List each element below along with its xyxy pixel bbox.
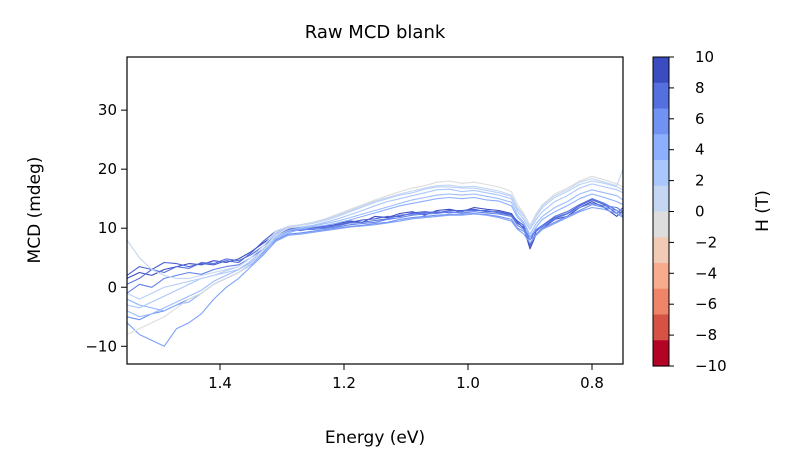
- y-tick-label: 30: [98, 101, 117, 119]
- colorbar-swatch: [653, 211, 669, 238]
- y-tick-label: 20: [98, 160, 117, 178]
- colorbar-tick-label: 0: [695, 203, 705, 221]
- chart-title: Raw MCD blank: [305, 22, 446, 43]
- x-axis-ticks: 1.4 1.2 1.0 0.8: [208, 364, 604, 392]
- y-axis-ticks: −10 0 10 20 30: [85, 101, 127, 355]
- colorbar-swatch: [653, 340, 669, 367]
- colorbar-tick-label: 10: [695, 48, 714, 66]
- colorbar: [652, 56, 670, 367]
- colorbar-tick-label: −6: [695, 295, 717, 313]
- series-line-2: [126, 198, 624, 285]
- series-line-11: [126, 169, 624, 279]
- x-tick-label: 0.8: [580, 374, 604, 392]
- colorbar-tick-label: −8: [695, 326, 717, 344]
- colorbar-swatch: [653, 314, 669, 341]
- colorbar-tick-label: −10: [695, 357, 727, 375]
- plot-frame: [126, 56, 624, 365]
- series-line-10: [126, 175, 624, 335]
- y-tick-label: −10: [85, 337, 117, 355]
- colorbar-swatch: [653, 263, 669, 290]
- y-tick-label: 0: [107, 278, 117, 296]
- colorbar-swatch: [653, 288, 669, 316]
- colorbar-tick-label: 2: [695, 172, 705, 190]
- colorbar-tick-label: 4: [695, 141, 705, 159]
- series-line-9: [126, 180, 624, 300]
- series-line-5: [126, 206, 624, 347]
- plot-lines: [126, 169, 624, 347]
- colorbar-swatch: [653, 108, 669, 135]
- colorbar-swatch: [653, 57, 669, 84]
- series-line-7: [126, 189, 624, 318]
- colorbar-tick-label: 6: [695, 110, 705, 128]
- colorbar-tick-label: −2: [695, 233, 717, 251]
- colorbar-swatch: [653, 185, 669, 213]
- colorbar-swatch: [653, 82, 669, 110]
- x-tick-label: 1.4: [208, 374, 232, 392]
- series-line-1: [126, 199, 624, 276]
- x-tick-label: 1.2: [332, 374, 356, 392]
- x-axis-label: Energy (eV): [325, 428, 425, 448]
- y-tick-label: 10: [98, 219, 117, 237]
- colorbar-tick-label: −4: [695, 264, 717, 282]
- colorbar-swatch: [653, 160, 669, 187]
- series-line-3: [126, 202, 624, 294]
- x-tick-label: 1.0: [456, 374, 480, 392]
- colorbar-swatch: [653, 237, 669, 264]
- colorbar-swatch: [653, 134, 669, 161]
- y-axis-label: MCD (mdeg): [25, 157, 45, 264]
- colorbar-label: H (T): [753, 190, 773, 232]
- colorbar-ticks: 10 8 6 4 2 0 −2 −4 −6 −8 −10: [669, 48, 727, 375]
- colorbar-tick-label: 8: [695, 79, 705, 97]
